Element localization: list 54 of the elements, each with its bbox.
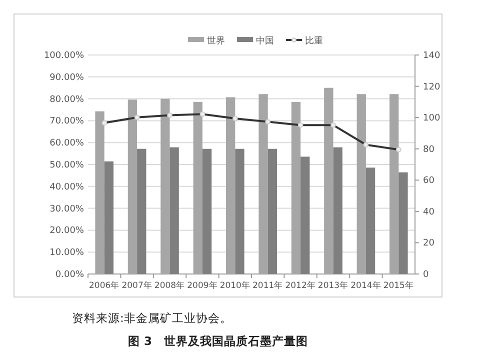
y-tick-label: 90.00%	[50, 72, 84, 83]
y-tick-label: 20.00%	[50, 226, 84, 236]
bar	[268, 148, 278, 274]
x-tick-label: 2008年	[154, 280, 186, 291]
bar	[202, 148, 212, 274]
y2-tick-label: 120	[423, 82, 440, 92]
bar	[128, 100, 138, 274]
bar	[366, 168, 376, 274]
x-tick-label: 2013年	[318, 280, 349, 291]
text: 资料来源:非金属矿工业协会。	[72, 311, 232, 325]
y-tick-label: 0.00%	[55, 270, 84, 280]
y-tick-label: 60.00%	[50, 138, 84, 149]
x-tick-label: 2006年	[89, 280, 120, 291]
bar	[95, 111, 104, 274]
y2-tick-label: 100	[423, 114, 440, 124]
x-tick-label: 2015年	[383, 280, 414, 291]
y-tick-label: 100.00%	[44, 51, 84, 61]
bar	[300, 156, 310, 274]
x-tick-label: 2009年	[187, 280, 218, 291]
x-tick-label: 2012年	[285, 280, 316, 291]
legend-label: 世界	[207, 36, 225, 46]
bar	[104, 161, 114, 274]
bar	[398, 172, 408, 274]
bar	[324, 88, 334, 274]
bar	[193, 102, 202, 274]
y-tick-label: 50.00%	[50, 160, 84, 170]
y2-tick-label: 40	[423, 207, 435, 218]
x-tick-label: 2010年	[220, 280, 250, 291]
legend-label: 中国	[256, 36, 274, 46]
y-tick-label: 80.00%	[50, 94, 84, 105]
bar	[235, 148, 244, 274]
bar	[333, 147, 342, 274]
bar	[291, 102, 301, 274]
y2-tick-label: 140	[423, 51, 440, 61]
x-tick-label: 2011年	[252, 280, 284, 291]
bar	[170, 147, 179, 274]
x-tick-label: 2007年	[122, 280, 152, 291]
y2-tick-label: 80	[423, 144, 435, 155]
bar	[389, 94, 399, 274]
y-tick-label: 10.00%	[50, 248, 84, 258]
y2-tick-label: 20	[423, 238, 435, 249]
bar	[226, 97, 236, 274]
bar	[160, 98, 170, 274]
y2-tick-label: 60	[423, 176, 435, 186]
x-tick-label: 2014年	[350, 280, 382, 291]
bar	[137, 148, 146, 274]
legend-label: 比重	[305, 36, 323, 46]
bar	[356, 94, 366, 274]
y2-tick-label: 0	[423, 270, 429, 280]
y-tick-label: 30.00%	[50, 204, 84, 214]
caption: 图 3 世界及我国晶质石墨产量图	[128, 334, 308, 348]
y-tick-label: 40.00%	[50, 182, 84, 192]
y-tick-label: 70.00%	[50, 116, 84, 127]
bar	[258, 94, 268, 274]
